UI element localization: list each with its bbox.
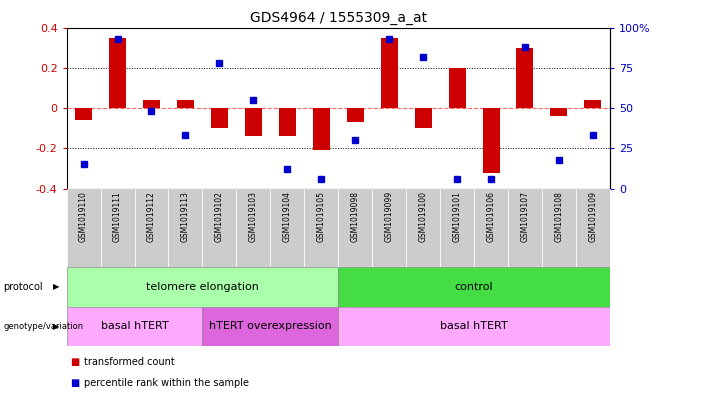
Bar [474,189,508,267]
Text: control: control [455,282,494,292]
Bar [75,108,92,120]
Bar [449,68,465,108]
Bar [440,189,474,267]
Bar [100,189,135,267]
Bar [508,189,542,267]
Bar [67,189,100,267]
Bar [236,189,271,267]
Text: GSM1019100: GSM1019100 [418,191,428,242]
Text: GSM1019112: GSM1019112 [147,191,156,242]
Bar [109,38,126,108]
Bar [177,100,194,108]
Bar [517,48,533,108]
Text: GSM1019111: GSM1019111 [113,191,122,242]
Text: GSM1019105: GSM1019105 [317,191,326,242]
Bar [585,100,601,108]
Text: GSM1019113: GSM1019113 [181,191,190,242]
Bar [576,189,610,267]
Text: GSM1019101: GSM1019101 [453,191,461,242]
Text: GSM1019104: GSM1019104 [283,191,292,242]
Title: GDS4964 / 1555309_a_at: GDS4964 / 1555309_a_at [250,11,427,25]
Text: GSM1019109: GSM1019109 [588,191,597,242]
Bar [304,189,338,267]
Bar [279,108,296,136]
Bar [372,189,406,267]
Bar [67,267,338,307]
Bar [168,189,203,267]
Bar [135,189,168,267]
Bar [313,108,329,151]
Bar [211,108,228,128]
Text: basal hTERT: basal hTERT [440,321,508,331]
Text: GSM1019103: GSM1019103 [249,191,258,242]
Bar [67,307,203,346]
Bar [339,189,372,267]
Text: genotype/variation: genotype/variation [4,322,83,331]
Text: GSM1019110: GSM1019110 [79,191,88,242]
Bar [203,189,236,267]
Text: ▶: ▶ [53,322,60,331]
Text: ▶: ▶ [53,283,60,291]
Text: ■: ■ [70,378,79,388]
Bar [203,307,338,346]
Text: percentile rank within the sample: percentile rank within the sample [84,378,249,388]
Bar [339,267,610,307]
Text: transformed count: transformed count [84,356,175,367]
Text: GSM1019099: GSM1019099 [385,191,394,242]
Text: GSM1019108: GSM1019108 [554,191,564,242]
Bar [414,108,432,128]
Bar [339,307,610,346]
Bar [271,189,304,267]
Bar [406,189,440,267]
Bar [347,108,364,122]
Text: ■: ■ [70,356,79,367]
Bar [542,189,576,267]
Text: telomere elongation: telomere elongation [146,282,259,292]
Bar [550,108,567,116]
Text: basal hTERT: basal hTERT [101,321,168,331]
Text: protocol: protocol [4,282,43,292]
Text: GSM1019106: GSM1019106 [486,191,496,242]
Text: hTERT overexpression: hTERT overexpression [209,321,332,331]
Bar [482,108,500,173]
Bar [245,108,262,136]
Text: GSM1019098: GSM1019098 [350,191,360,242]
Text: GSM1019102: GSM1019102 [215,191,224,242]
Bar [143,100,160,108]
Text: GSM1019107: GSM1019107 [520,191,529,242]
Bar [381,38,397,108]
